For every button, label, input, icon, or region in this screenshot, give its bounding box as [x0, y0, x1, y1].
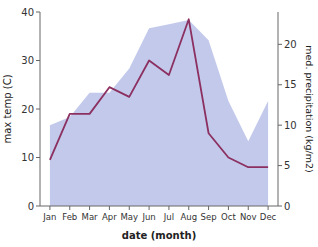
x-tick	[49, 206, 50, 210]
x-tick-label: Nov	[240, 212, 257, 222]
x-tick	[168, 206, 169, 210]
x-tick	[228, 206, 229, 210]
x-tick	[188, 206, 189, 210]
x-tick	[109, 206, 110, 210]
y2-tick	[278, 44, 282, 45]
x-tick-label: Jan	[42, 212, 56, 222]
y2-tick-label: 5	[284, 160, 290, 171]
x-tick-label: Jul	[163, 212, 174, 222]
y2-tick	[278, 125, 282, 126]
x-axis	[40, 206, 278, 207]
x-tick-label: Dec	[260, 212, 277, 222]
x-tick-label: Aug	[180, 212, 197, 222]
x-tick-label: Feb	[62, 212, 77, 222]
x-tick-label: Apr	[102, 212, 117, 222]
y-tick-label: 30	[21, 55, 34, 66]
x-tick-label: Jun	[141, 212, 155, 222]
y-tick	[36, 60, 40, 61]
plot-area	[50, 19, 268, 206]
y-tick-label: 20	[21, 104, 34, 115]
x-tick	[129, 206, 130, 210]
y-tick	[36, 12, 40, 13]
y2-tick	[278, 165, 282, 166]
y-tick	[36, 206, 40, 207]
y-axis-label: max temp (C)	[2, 74, 13, 143]
y2-tick-label: 15	[284, 79, 297, 90]
chart: 0 10 20 30 40 0 5 10 15 20 Jan Feb MarAprMayJun Jul Au…	[0, 0, 318, 247]
temp-line	[50, 19, 268, 167]
x-tick-label: May	[120, 212, 138, 222]
x-tick	[248, 206, 249, 210]
y-tick	[36, 109, 40, 110]
x-tick	[69, 206, 70, 210]
y-tick-label: 10	[21, 152, 34, 163]
x-tick-label: Mar	[82, 212, 99, 222]
y-tick	[36, 157, 40, 158]
precip-area	[50, 20, 268, 206]
x-tick	[208, 206, 209, 210]
x-tick	[268, 206, 269, 210]
x-tick-label: Sep	[201, 212, 217, 222]
y2-tick-label: 10	[284, 120, 297, 131]
y2-axis	[278, 12, 279, 206]
x-tick-label: Oct	[221, 212, 236, 222]
y2-axis-label: med. precipitation (kg/m2)	[304, 45, 315, 172]
y2-tick	[278, 206, 282, 207]
x-axis-label: date (month)	[122, 230, 196, 241]
y2-tick	[278, 84, 282, 85]
y-tick-label: 40	[21, 7, 34, 18]
x-tick	[89, 206, 90, 210]
y2-tick-label: 20	[284, 39, 297, 50]
y-tick-label: 0	[28, 201, 34, 212]
x-tick	[149, 206, 150, 210]
y2-tick-label: 0	[284, 201, 290, 212]
